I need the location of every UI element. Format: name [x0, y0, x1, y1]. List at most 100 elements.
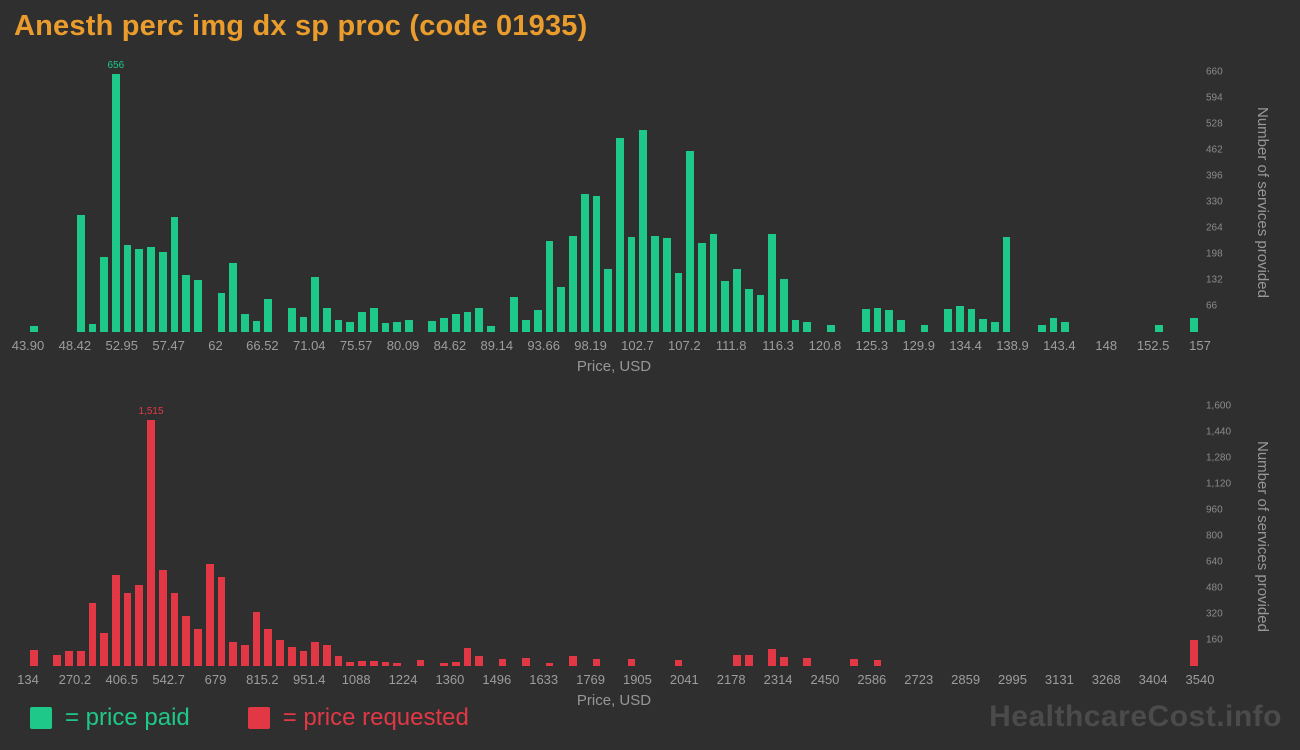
histogram-bar	[240, 406, 249, 666]
histogram-bar	[1155, 406, 1163, 666]
requested-x-axis: 134 270.2 406.5 542.7 679 815.2 951.4 1088 1224 1…	[17, 672, 1214, 688]
histogram-bar	[451, 72, 460, 332]
histogram-bar	[475, 406, 484, 666]
histogram-bar	[252, 72, 261, 332]
histogram-bar	[30, 406, 38, 666]
histogram-bar	[569, 72, 577, 332]
x-tick-label: 1224	[388, 672, 418, 687]
histogram-bar	[1143, 406, 1151, 666]
histogram-bar	[651, 406, 659, 666]
histogram-bar	[627, 406, 636, 666]
histogram-bar	[1026, 72, 1034, 332]
requested-y-axis-title: Number of services provided	[1254, 440, 1271, 632]
histogram-bar	[334, 406, 343, 666]
x-tick-label: 2586	[857, 672, 887, 687]
histogram-bar	[721, 72, 730, 332]
histogram-bar	[639, 406, 647, 666]
histogram-bar	[334, 72, 343, 332]
x-tick-label: 107.2	[668, 338, 701, 353]
x-tick-label: 2450	[810, 672, 840, 687]
x-tick-label: 98.19	[574, 338, 607, 353]
histogram-bar	[1132, 72, 1140, 332]
histogram-bar	[885, 72, 894, 332]
histogram-bar	[768, 406, 776, 666]
histogram-bar	[487, 72, 495, 332]
histogram-bar	[803, 406, 812, 666]
histogram-bar	[955, 72, 964, 332]
peak-value-label: 1,515	[138, 405, 164, 417]
histogram-bar	[65, 406, 73, 666]
histogram-bar	[510, 72, 519, 332]
price-paid-histogram: 656 66 132 198 264 330 396 462 528 594 660 Number…	[0, 56, 1300, 390]
histogram-bar	[1073, 406, 1081, 666]
histogram-bar	[850, 72, 858, 332]
histogram-bar	[182, 72, 191, 332]
histogram-bar	[182, 406, 191, 666]
histogram-bar	[369, 72, 378, 332]
histogram-bar	[522, 72, 530, 332]
x-tick-label: 148	[1095, 338, 1118, 353]
x-tick-label: 134	[17, 672, 39, 687]
histogram-bar	[791, 72, 800, 332]
y-tick-label: 264	[1206, 222, 1223, 234]
legend-item-paid: = price paid	[30, 704, 190, 732]
x-tick-label: 62	[208, 338, 223, 353]
histogram-bar	[533, 72, 542, 332]
x-tick-label: 129.9	[902, 338, 935, 353]
histogram-bar	[405, 406, 413, 666]
legend-paid-label: = price paid	[65, 704, 190, 731]
histogram-bar	[76, 72, 85, 332]
histogram-bar	[322, 72, 331, 332]
histogram-bar	[932, 72, 940, 332]
histogram-bar	[698, 406, 706, 666]
histogram-bar	[346, 406, 355, 666]
x-tick-label: 815.2	[246, 672, 279, 687]
histogram-bar	[639, 72, 648, 332]
histogram-bar	[839, 406, 847, 666]
y-tick-label: 66	[1206, 300, 1218, 312]
legend-requested-label: = price requested	[282, 704, 469, 731]
x-tick-label: 80.09	[386, 338, 420, 353]
x-tick-label: 116.3	[762, 338, 794, 353]
histogram-bar	[451, 406, 460, 666]
histogram-bar	[428, 406, 436, 666]
histogram-bar	[1037, 72, 1046, 332]
histogram-bar	[967, 72, 976, 332]
histogram-bar	[475, 72, 484, 332]
histogram-bar	[815, 406, 823, 666]
histogram-bar	[944, 72, 952, 332]
histogram-bar	[827, 406, 835, 666]
price-requested-histogram: 1,515 160 320 480 640 800 960 1,120 1,280 1,440 1…	[0, 390, 1300, 724]
histogram-bar	[697, 72, 706, 332]
histogram-bar	[88, 72, 97, 332]
histogram-bar	[510, 406, 518, 666]
histogram-bar	[663, 406, 671, 666]
x-tick-label: 120.8	[808, 338, 842, 353]
histogram-bar	[358, 72, 366, 332]
x-tick-label: 2041	[669, 672, 699, 687]
histogram-bar	[264, 72, 273, 332]
histogram-bar	[1178, 406, 1186, 666]
histogram-bar	[780, 72, 788, 332]
histogram-bar	[545, 406, 554, 666]
x-tick-label: 102.7	[621, 338, 654, 353]
x-tick-label: 542.7	[152, 672, 185, 687]
histogram-bar	[369, 406, 378, 666]
histogram-bar	[194, 72, 202, 332]
x-tick-label: 3540	[1185, 672, 1215, 687]
histogram-bar	[1143, 72, 1151, 332]
histogram-bar	[768, 72, 776, 332]
x-tick-label: 157	[1189, 338, 1211, 353]
histogram-bar	[580, 72, 589, 332]
histogram-bar	[487, 406, 495, 666]
histogram-bar	[1167, 72, 1175, 332]
histogram-bar	[1120, 72, 1128, 332]
histogram-bar	[873, 72, 882, 332]
x-tick-label: 2995	[998, 672, 1027, 687]
histogram-bar	[744, 72, 753, 332]
y-tick-label: 480	[1206, 582, 1223, 594]
histogram-bar	[42, 406, 50, 666]
histogram-bar	[979, 406, 987, 666]
histogram-bar	[862, 72, 870, 332]
